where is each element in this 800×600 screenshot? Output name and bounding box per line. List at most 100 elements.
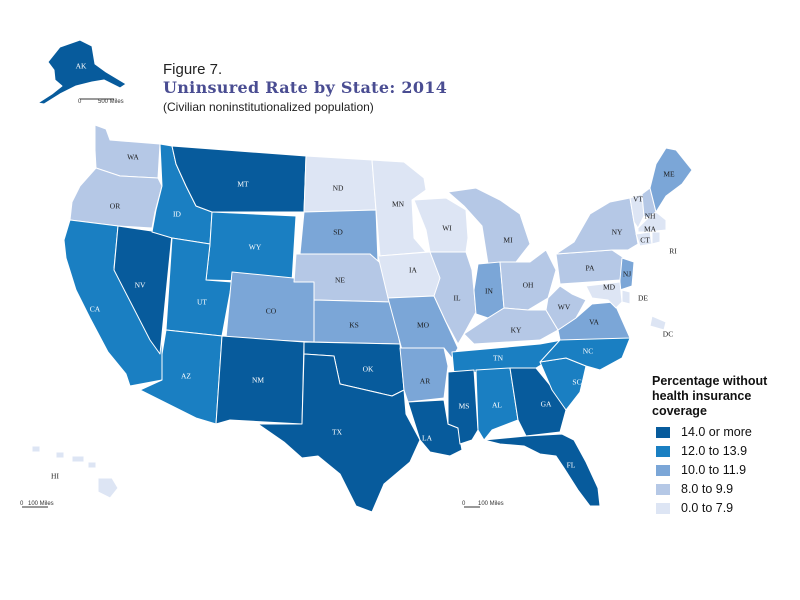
state-label-az: AZ xyxy=(181,372,191,381)
state-md xyxy=(585,281,623,309)
state-label-ia: IA xyxy=(409,266,417,275)
state-nj xyxy=(619,257,635,291)
legend-item: 10.0 to 11.9 xyxy=(655,463,746,477)
state-label-la: LA xyxy=(422,434,433,443)
state-de xyxy=(621,289,631,305)
state-mi xyxy=(447,187,531,265)
state-label-pa: PA xyxy=(586,264,595,273)
state-ma xyxy=(637,211,667,233)
state-label-me: ME xyxy=(663,170,675,179)
state-label-nv: NV xyxy=(135,281,146,290)
state-label-mo: MO xyxy=(417,321,430,330)
state-label-nh: NH xyxy=(645,212,656,221)
legend-label: 8.0 to 9.9 xyxy=(681,482,734,496)
figure-label: Figure 7. xyxy=(163,61,223,78)
scale-bars: 0 500 Miles 0 100 Miles 0 100 Miles xyxy=(20,98,504,508)
state-label-ma: MA xyxy=(644,225,657,234)
main-scale-label: 100 Miles xyxy=(478,501,504,507)
state-vt xyxy=(629,193,645,229)
state-label-ok: OK xyxy=(363,365,374,374)
state-wa xyxy=(94,124,161,179)
state-wv xyxy=(545,285,587,331)
state-label-md: MD xyxy=(603,283,616,292)
legend-label: 14.0 or more xyxy=(681,425,752,439)
state-ak xyxy=(37,39,127,105)
state-label-mn: MN xyxy=(392,200,405,209)
state-label-ne: NE xyxy=(335,276,345,285)
state-label-vt: VT xyxy=(633,195,643,204)
state-label-mt: MT xyxy=(237,180,249,189)
map-title: Uninsured Rate by State: 2014 xyxy=(163,78,448,97)
legend-swatch xyxy=(655,463,671,477)
hawaii-scale-label: 100 Miles xyxy=(28,501,54,507)
state-label-tx: TX xyxy=(332,428,343,437)
state-label-ut: UT xyxy=(197,298,207,307)
state-label-tn: TN xyxy=(493,354,504,363)
state-il xyxy=(429,251,477,345)
hawaii-scale-zero: 0 xyxy=(20,501,24,507)
state-label-nc: NC xyxy=(583,347,593,356)
state-label-ri: RI xyxy=(669,247,677,256)
legend-item: 0.0 to 7.9 xyxy=(655,501,733,515)
state-label-id: ID xyxy=(173,210,181,219)
state-label-in: IN xyxy=(485,287,493,296)
legend-item: 8.0 to 9.9 xyxy=(655,482,733,496)
state-label-wa: WA xyxy=(127,153,139,162)
alaska-scale-zero: 0 xyxy=(78,99,82,105)
alaska-scale-label: 500 Miles xyxy=(98,99,124,105)
state-label-sc: SC xyxy=(572,378,581,387)
legend-title: Percentage without health insurance cove… xyxy=(652,374,768,418)
state-label-ga: GA xyxy=(541,400,552,409)
state-label-ct: CT xyxy=(640,236,650,245)
legend-label: 10.0 to 11.9 xyxy=(681,463,747,477)
state-label-nj: NJ xyxy=(623,270,631,279)
state-label-il: IL xyxy=(453,294,460,303)
legend-swatch xyxy=(655,425,671,439)
state-label-ky: KY xyxy=(511,326,522,335)
state-label-va: VA xyxy=(589,318,599,327)
state-label-ak: AK xyxy=(76,62,87,71)
state-ga xyxy=(509,367,567,437)
state-label-ks: KS xyxy=(349,321,359,330)
legend-label: 12.0 to 13.9 xyxy=(681,444,748,458)
main-scale-zero: 0 xyxy=(462,501,466,507)
state-tx xyxy=(257,353,421,513)
state-or xyxy=(69,167,163,229)
state-ms xyxy=(447,369,479,445)
state-label-wv: WV xyxy=(558,303,571,312)
legend-swatch xyxy=(655,444,671,458)
state-label-wy: WY xyxy=(249,243,262,252)
state-label-nm: NM xyxy=(252,376,264,385)
state-label-sd: SD xyxy=(333,228,343,237)
state-fl xyxy=(483,433,601,507)
state-label-ca: CA xyxy=(90,305,101,314)
state-label-oh: OH xyxy=(523,281,534,290)
map-subtitle: (Civilian noninstitutionalized populatio… xyxy=(163,100,374,114)
legend-swatch xyxy=(655,501,671,515)
state-label-dc: DC xyxy=(663,330,673,339)
legend-swatch xyxy=(655,482,671,496)
state-hi xyxy=(31,445,119,499)
state-label-or: OR xyxy=(110,202,120,211)
state-label-hi: HI xyxy=(51,472,59,481)
state-la xyxy=(407,399,463,457)
state-label-ny: NY xyxy=(612,228,623,237)
state-label-al: AL xyxy=(492,401,502,410)
state-dc xyxy=(649,315,667,331)
state-label-mi: MI xyxy=(503,236,513,245)
state-label-ms: MS xyxy=(459,402,470,411)
legend-item: 12.0 to 13.9 xyxy=(655,444,747,458)
legend-item: 14.0 or more xyxy=(655,425,752,439)
state-label-de: DE xyxy=(638,294,648,303)
legend-label: 0.0 to 7.9 xyxy=(681,501,734,515)
state-mn xyxy=(371,159,427,257)
state-ny xyxy=(555,197,639,255)
state-label-nd: ND xyxy=(333,184,344,193)
state-ri xyxy=(651,231,661,245)
state-label-fl: FL xyxy=(567,461,576,470)
state-wi xyxy=(413,197,469,253)
state-nm xyxy=(215,335,305,425)
state-me xyxy=(649,147,693,213)
